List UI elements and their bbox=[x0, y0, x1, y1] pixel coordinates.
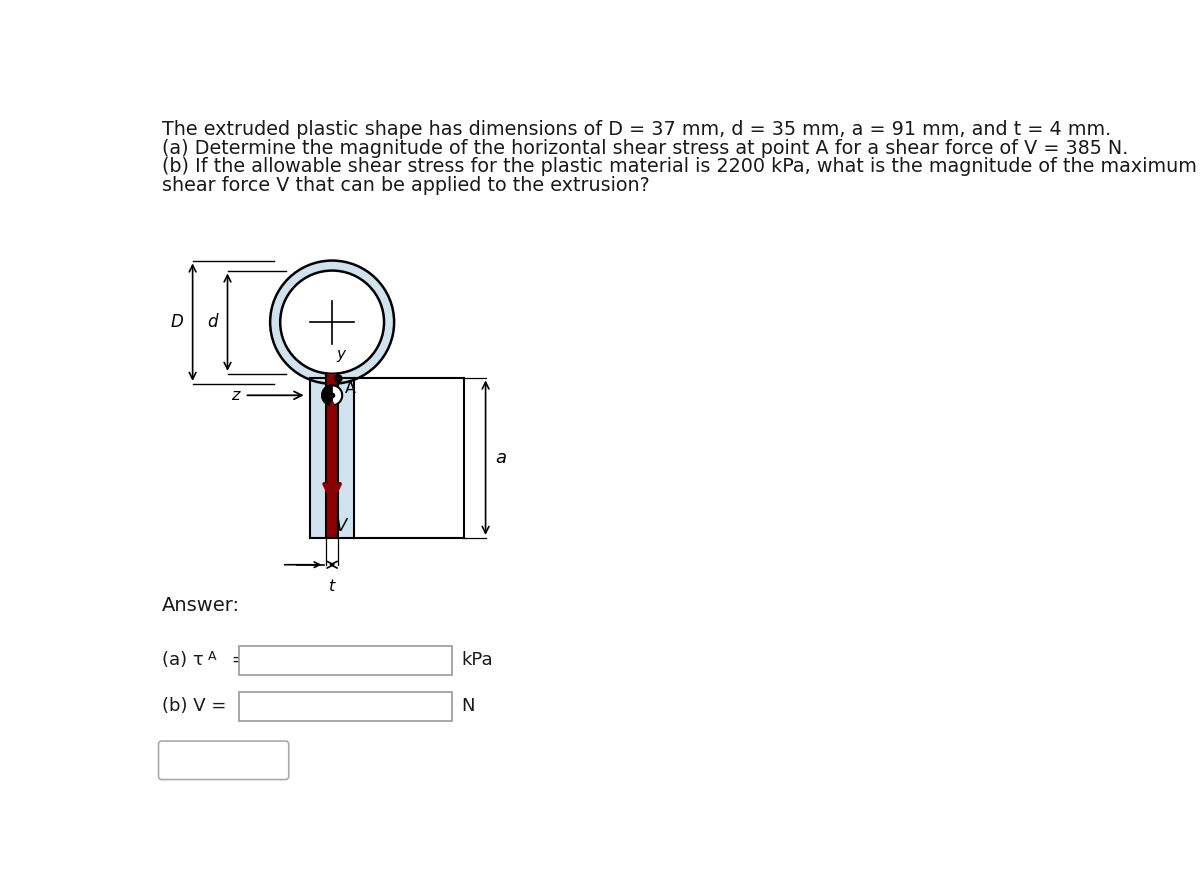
Polygon shape bbox=[326, 374, 338, 538]
Text: (b) If the allowable shear stress for the plastic material is 2200 kPa, what is : (b) If the allowable shear stress for th… bbox=[162, 157, 1196, 177]
FancyBboxPatch shape bbox=[239, 692, 452, 721]
FancyBboxPatch shape bbox=[239, 646, 452, 675]
Polygon shape bbox=[311, 377, 354, 538]
Text: V: V bbox=[336, 517, 347, 535]
Text: A: A bbox=[344, 381, 355, 396]
Polygon shape bbox=[322, 385, 332, 405]
Text: d: d bbox=[208, 313, 218, 331]
FancyBboxPatch shape bbox=[158, 741, 289, 780]
Text: t: t bbox=[329, 579, 335, 593]
Text: a: a bbox=[494, 448, 506, 467]
Text: (a) Determine the magnitude of the horizontal shear stress at point A for a shea: (a) Determine the magnitude of the horiz… bbox=[162, 139, 1128, 158]
Text: =: = bbox=[226, 651, 247, 670]
Text: N: N bbox=[462, 697, 475, 716]
Text: shear force V that can be applied to the extrusion?: shear force V that can be applied to the… bbox=[162, 176, 649, 194]
Circle shape bbox=[322, 385, 342, 405]
Text: y: y bbox=[337, 347, 346, 361]
Text: z: z bbox=[230, 388, 239, 403]
Text: Answer:: Answer: bbox=[162, 596, 240, 614]
Text: A: A bbox=[208, 649, 217, 662]
Circle shape bbox=[281, 271, 384, 374]
Text: D: D bbox=[170, 313, 184, 331]
Text: The extruded plastic shape has dimensions of D = 37 mm, d = 35 mm, a = 91 mm, an: The extruded plastic shape has dimension… bbox=[162, 121, 1111, 139]
Text: (b) V =: (b) V = bbox=[162, 697, 226, 716]
Text: Save for Later: Save for Later bbox=[167, 753, 281, 768]
Text: (a) τ: (a) τ bbox=[162, 651, 203, 670]
Text: kPa: kPa bbox=[462, 651, 493, 670]
Circle shape bbox=[270, 260, 394, 384]
